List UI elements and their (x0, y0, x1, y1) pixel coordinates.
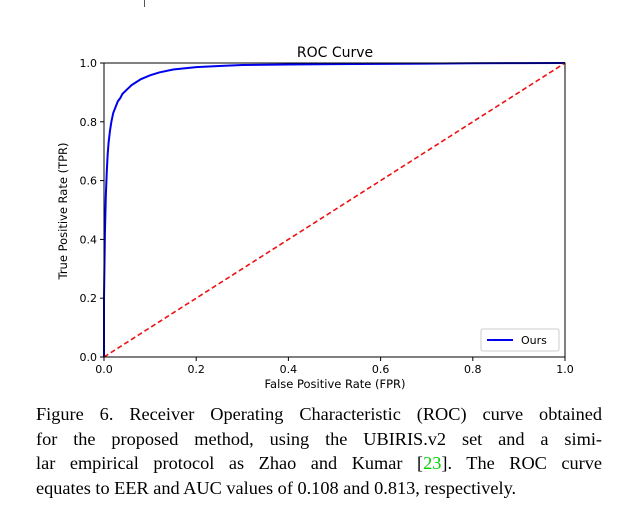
x-tick-label: 1.0 (556, 363, 574, 376)
series-line-ours (103, 62, 566, 357)
x-tick-label: 0.2 (187, 363, 205, 376)
y-tick-label: 0.4 (80, 233, 98, 246)
roc-chart: ROC Curve 0.0 0.2 0.4 0.6 0.8 1.0 0.0 0.2 0.4 0.6… (56, 45, 574, 391)
figure-caption: Figure 6. Receiver Operating Characteris… (36, 402, 602, 500)
caption-line-3: lar empirical protocol as Zhao and Kumar… (36, 451, 602, 476)
x-tick-label: 0.4 (280, 363, 298, 376)
caption-line-2: for the proposed method, using the UBIRI… (36, 428, 602, 449)
y-tick-label: 0.2 (80, 292, 98, 305)
y-tick-label: 0.8 (80, 116, 98, 129)
y-axis-label: True Positive Rate (TPR) (56, 142, 70, 280)
caption-line-4: equates to EER and AUC values of 0.108 a… (36, 477, 517, 498)
citation-link[interactable]: 23 (423, 453, 442, 473)
x-axis-label: False Positive Rate (FPR) (264, 377, 405, 391)
y-tick-label: 1.0 (80, 57, 98, 70)
x-tick-label: 0.6 (372, 363, 390, 376)
y-tick-label: 0.6 (80, 175, 98, 188)
plot-frame (103, 62, 566, 358)
diagonal-reference-line (103, 62, 566, 358)
caption-line-1: Figure 6. Receiver Operating Characteris… (36, 404, 602, 424)
x-tick-label: 0.8 (464, 363, 482, 376)
legend-box (480, 328, 560, 352)
x-tick-label: 0.0 (95, 363, 113, 376)
caption-line-3-tail: ]. The ROC curve (441, 453, 602, 473)
caption-line-3-text: lar empirical protocol as Zhao and Kumar… (36, 453, 424, 473)
y-tick-label: 0.0 (80, 351, 98, 364)
stray-mark (144, 0, 145, 7)
chart-title: ROC Curve (297, 45, 373, 61)
legend-label: Ours (521, 334, 547, 347)
